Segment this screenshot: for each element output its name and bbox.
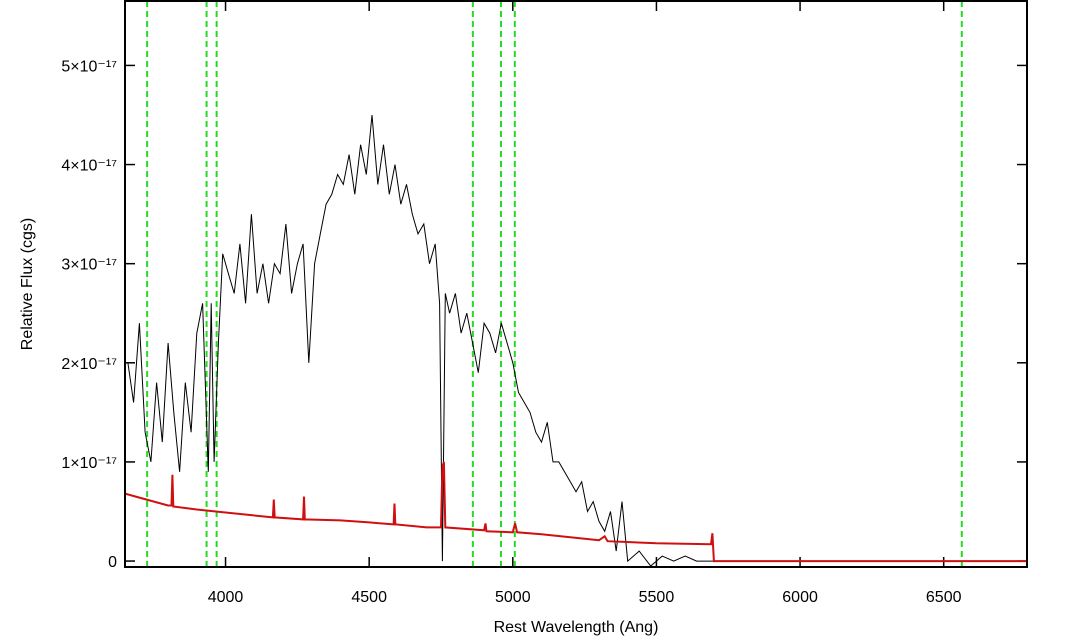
spectrum-line xyxy=(127,114,714,567)
y-axis-label: Relative Flux (cgs) xyxy=(19,218,36,350)
x-tick-label: 6500 xyxy=(926,589,962,606)
x-tick-label: 6000 xyxy=(782,589,818,606)
spectrum-line xyxy=(124,461,1027,563)
x-tick-label: 5500 xyxy=(639,589,675,606)
x-tick-label: 4000 xyxy=(208,589,244,606)
plot-frame xyxy=(124,0,1028,568)
y-tick-label: 2×10⁻¹⁷ xyxy=(61,356,117,373)
y-tick-label: 5×10⁻¹⁷ xyxy=(61,58,117,75)
y-tick-label: 0 xyxy=(108,554,117,571)
x-tick-label: 4500 xyxy=(351,589,387,606)
x-tick-label: 5000 xyxy=(495,589,531,606)
y-tick-label: 3×10⁻¹⁷ xyxy=(61,257,117,274)
y-tick-label: 4×10⁻¹⁷ xyxy=(61,158,117,175)
x-axis-label: Rest Wavelength (Ang) xyxy=(494,619,659,636)
y-tick-label: 1×10⁻¹⁷ xyxy=(61,455,117,472)
